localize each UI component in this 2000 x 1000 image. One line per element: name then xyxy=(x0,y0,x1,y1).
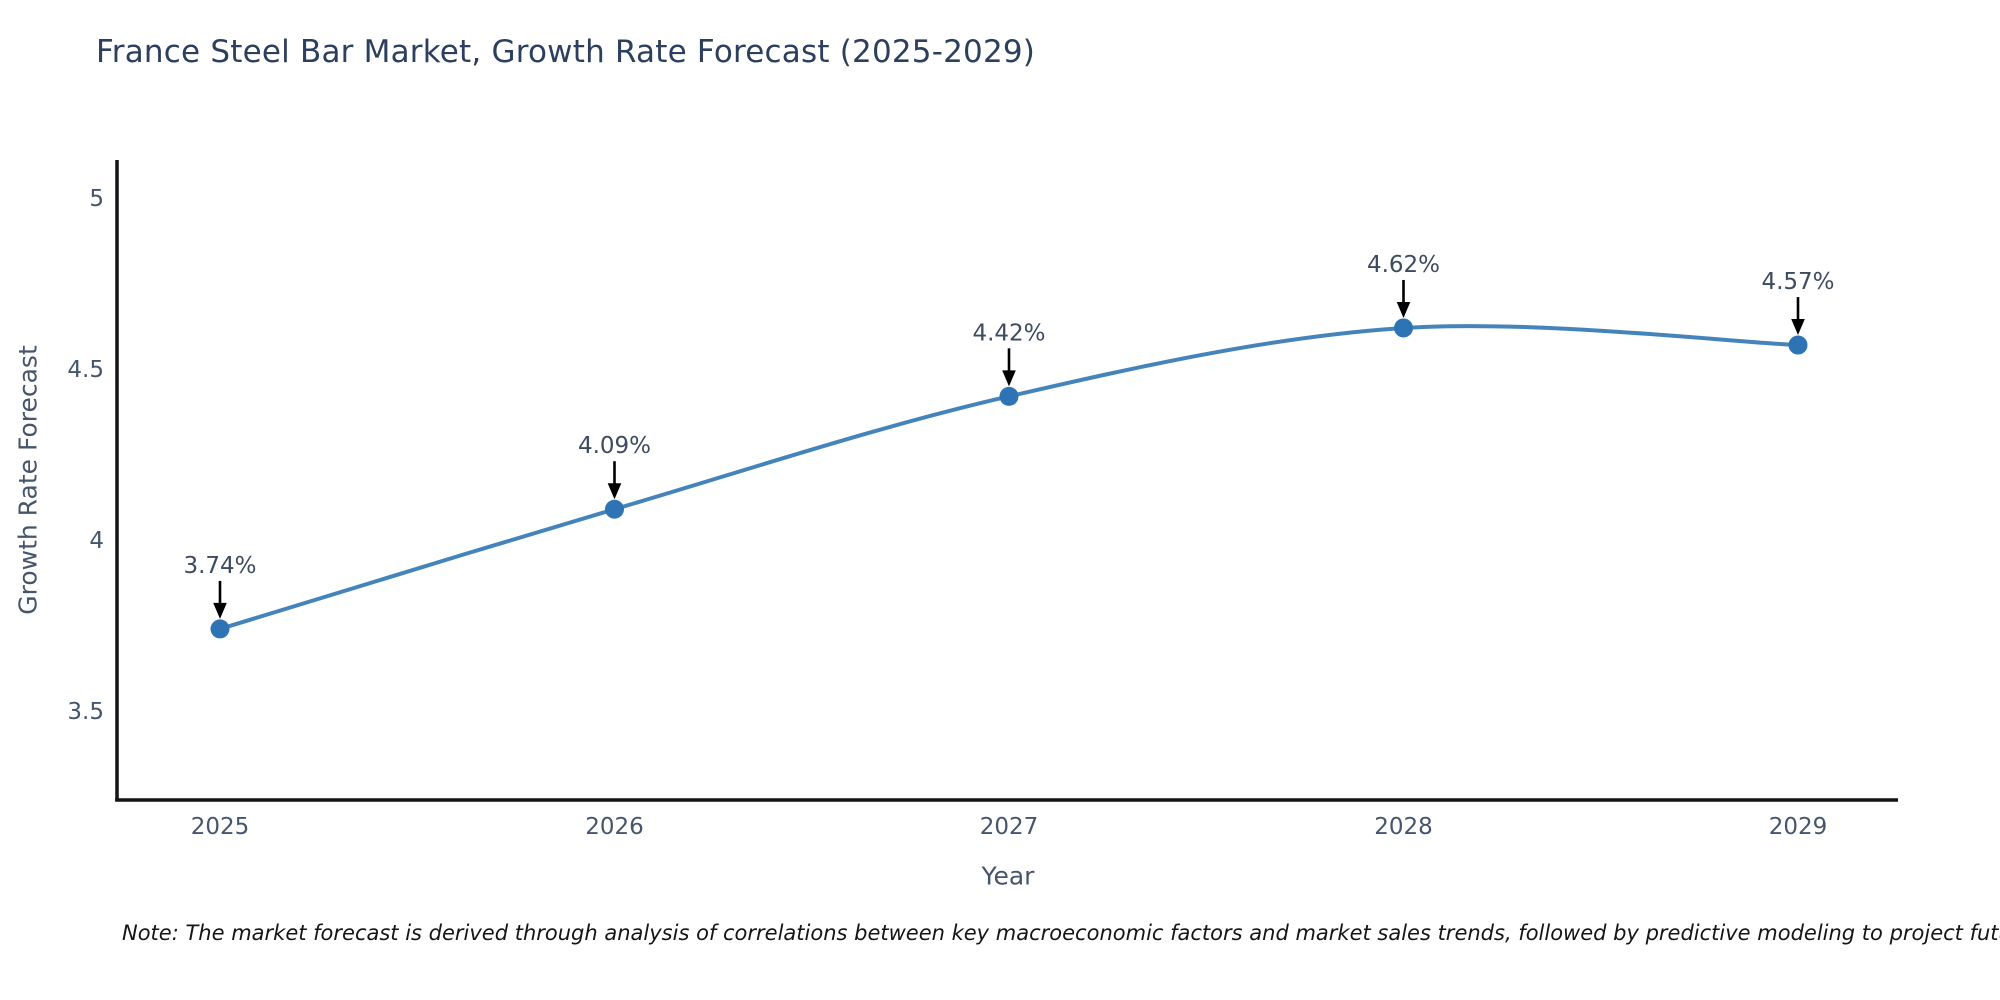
x-tick-label: 2029 xyxy=(1769,814,1828,840)
data-point-marker xyxy=(1394,318,1413,338)
data-point-marker xyxy=(605,499,624,519)
annotation-arrow-head xyxy=(1396,301,1411,318)
point-label: 4.62% xyxy=(1367,252,1440,278)
x-tick-label: 2025 xyxy=(191,814,250,840)
point-label: 4.57% xyxy=(1761,269,1834,295)
y-tick-label: 4.5 xyxy=(67,357,104,383)
y-tick-label: 3.5 xyxy=(67,699,104,725)
point-label: 4.09% xyxy=(578,433,651,459)
annotation-arrow-head xyxy=(1791,319,1805,336)
x-tick-label: 2028 xyxy=(1374,814,1433,840)
chart-title: France Steel Bar Market, Growth Rate For… xyxy=(96,34,1036,70)
annotation-arrow-head xyxy=(213,602,227,619)
y-tick-label: 4 xyxy=(89,528,104,554)
data-point-marker xyxy=(1788,335,1808,355)
x-axis-title: Year xyxy=(981,861,1035,891)
x-tick-label: 2027 xyxy=(980,814,1039,840)
y-tick-label: 5 xyxy=(89,186,104,212)
annotation-arrow-head xyxy=(607,483,622,500)
annotation-arrow-head xyxy=(1002,370,1016,387)
footnote: Note: The market forecast is derived thr… xyxy=(122,921,2000,945)
data-point-marker xyxy=(999,386,1019,406)
data-point-marker xyxy=(210,619,230,639)
x-tick-label: 2026 xyxy=(585,814,644,840)
point-label: 4.42% xyxy=(972,320,1045,346)
point-label: 3.74% xyxy=(183,553,256,579)
